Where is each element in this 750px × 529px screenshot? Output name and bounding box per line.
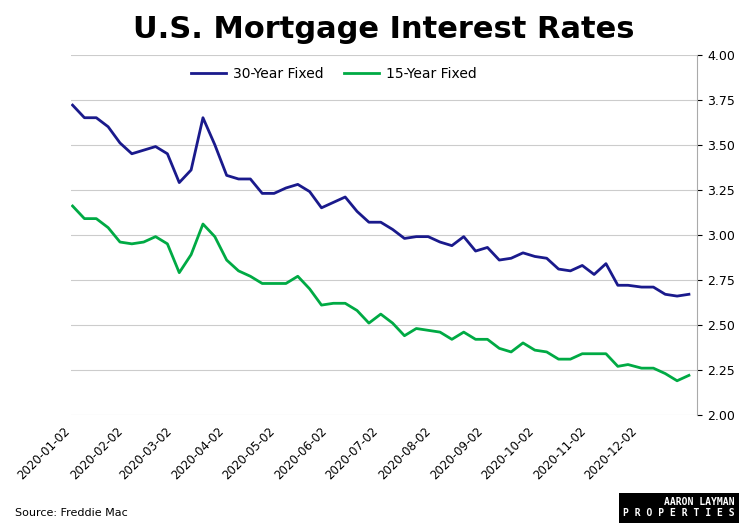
Text: AARON LAYMAN
P R O P E R T I E S: AARON LAYMAN P R O P E R T I E S — [623, 497, 735, 518]
Text: Source: Freddie Mac: Source: Freddie Mac — [15, 508, 128, 518]
Line: 30-Year Fixed: 30-Year Fixed — [73, 105, 689, 296]
Legend: 30-Year Fixed, 15-Year Fixed: 30-Year Fixed, 15-Year Fixed — [186, 61, 482, 87]
Line: 15-Year Fixed: 15-Year Fixed — [73, 206, 689, 381]
Title: U.S. Mortgage Interest Rates: U.S. Mortgage Interest Rates — [134, 15, 635, 44]
